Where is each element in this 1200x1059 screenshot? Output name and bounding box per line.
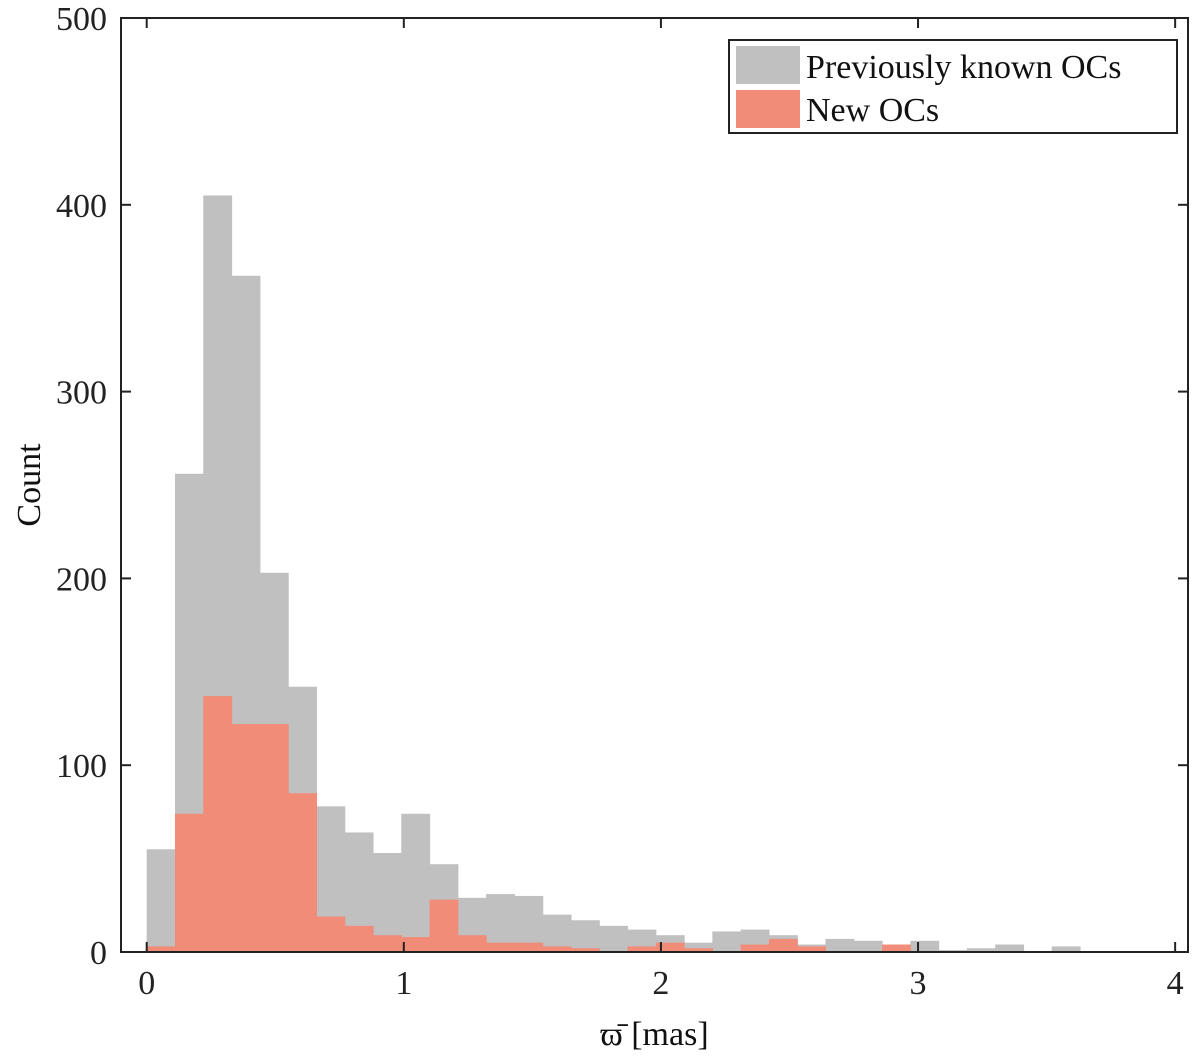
previously-known-bar [853, 940, 883, 952]
x-tick-label: 4 [1167, 965, 1184, 1002]
new-ocs-bar [372, 935, 402, 952]
previously-known-bar [712, 931, 742, 952]
new-ocs-bar [316, 916, 346, 952]
new-ocs-bar [457, 935, 487, 952]
new-ocs-bar [768, 938, 798, 952]
legend-swatch-new-ocs [736, 90, 800, 128]
y-tick-label: 400 [56, 188, 107, 225]
previously-known-bar [570, 920, 600, 952]
previously-known-bar [966, 948, 996, 952]
previously-known-bar [684, 942, 713, 952]
new-ocs-bar [655, 942, 685, 952]
legend-label-previously-known: Previously known OCs [806, 49, 1121, 86]
x-tick-label: 3 [910, 965, 927, 1002]
new-ocs-bar [514, 942, 544, 952]
new-ocs-bar [401, 937, 431, 952]
plot-frame [120, 17, 1189, 953]
previously-known-bar [146, 849, 176, 952]
new-ocs-bar [627, 946, 657, 952]
previously-known-bar [995, 944, 1025, 952]
previously-known-bar [401, 813, 431, 952]
new-ocs-bar [740, 944, 770, 952]
y-tick-label: 500 [56, 1, 107, 38]
previously-known-bar [486, 894, 515, 952]
previously-known-bar [627, 929, 657, 952]
new-ocs-bar [231, 724, 261, 952]
x-tick-label: 0 [138, 965, 155, 1002]
new-ocs-bar [797, 946, 827, 952]
new-ocs-bar [344, 925, 374, 952]
legend-label-new-ocs: New OCs [806, 92, 939, 129]
previously-known-bar [542, 914, 572, 952]
y-tick-label: 300 [56, 375, 107, 412]
x-tick-label: 2 [652, 965, 669, 1002]
previously-known-bar [910, 940, 940, 952]
new-ocs-bar [486, 942, 515, 952]
previously-known-bar [599, 925, 629, 952]
previously-known-bar [825, 938, 855, 952]
new-ocs-bar [288, 793, 317, 952]
new-ocs-bar [882, 944, 911, 952]
new-ocs-bar [259, 724, 289, 952]
legend-box [728, 39, 1178, 134]
x-axis-label: ϖ̄ [mas] [600, 1016, 708, 1053]
y-tick-label: 0 [90, 935, 107, 972]
new-ocs-bar [203, 696, 233, 952]
new-ocs-series [146, 696, 911, 952]
new-ocs-bar [542, 946, 572, 952]
axis-ticks [121, 17, 1188, 953]
y-axis-label: Count [11, 443, 48, 527]
new-ocs-bar [146, 946, 176, 952]
previously-known-bar [1051, 946, 1081, 952]
new-ocs-bar [429, 899, 459, 952]
y-tick-label: 100 [56, 748, 107, 785]
new-ocs-bar [174, 813, 204, 952]
new-ocs-bar [684, 948, 713, 952]
new-ocs-bar [570, 948, 600, 952]
axis-tick-labels: 0 1 2 3 4 0 100 200 300 400 500 [56, 1, 1184, 1002]
y-tick-label: 200 [56, 561, 107, 598]
x-tick-label: 1 [395, 965, 412, 1002]
legend: Previously known OCs New OCs [728, 39, 1178, 134]
legend-swatch-previously-known [736, 46, 800, 84]
